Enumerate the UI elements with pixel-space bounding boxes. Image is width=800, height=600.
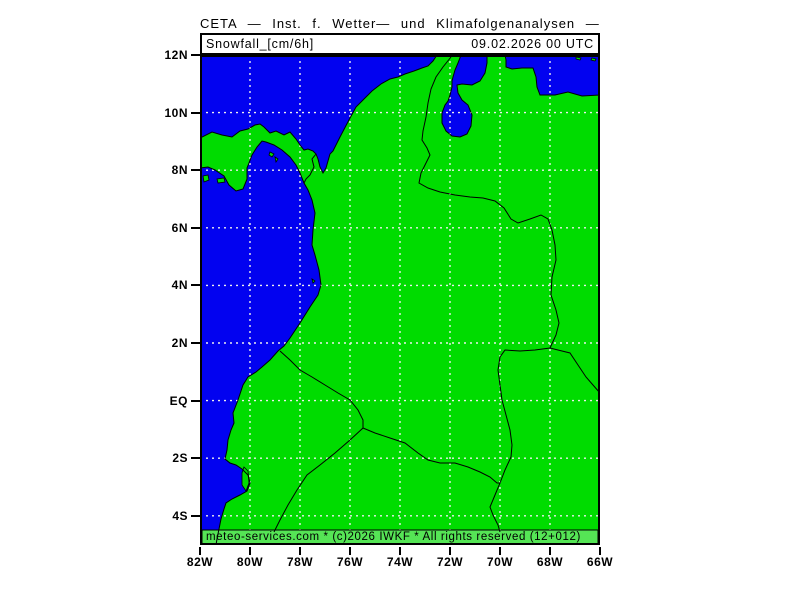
border-colombia-ecuador	[279, 350, 364, 428]
lon-tick	[449, 547, 451, 555]
weather-map	[199, 54, 601, 546]
lat-label: 8N	[171, 163, 188, 177]
lat-label: 6N	[171, 221, 188, 235]
lat-tick	[191, 457, 200, 459]
lon-label: 68W	[536, 555, 564, 569]
map-border	[200, 55, 600, 545]
lon-label: 78W	[286, 555, 314, 569]
islands	[202, 56, 597, 492]
lat-label: 10N	[164, 106, 188, 120]
lon-tick	[549, 547, 551, 555]
datetime-label: 09.02.2026 00 UTC	[471, 37, 594, 51]
lon-label: 80W	[236, 555, 264, 569]
lon-tick	[349, 547, 351, 555]
lat-label: 2S	[172, 451, 188, 465]
lon-label: 72W	[436, 555, 464, 569]
credit-line: meteo-services.com * (c)2026 IWKF * All …	[206, 531, 581, 543]
lat-label: 4N	[171, 278, 188, 292]
lat-label: EQ	[169, 394, 188, 408]
grid-layer	[200, 55, 600, 545]
lon-tick	[399, 547, 401, 555]
lat-tick	[191, 342, 200, 344]
lat-tick	[191, 515, 200, 517]
lon-label: 66W	[586, 555, 614, 569]
lat-label: 4S	[172, 509, 188, 523]
lon-tick	[199, 547, 201, 555]
lon-label: 82W	[186, 555, 214, 569]
lat-tick	[191, 112, 200, 114]
lat-tick	[191, 284, 200, 286]
lat-tick	[191, 54, 200, 56]
lon-tick	[299, 547, 301, 555]
border-colombia-peru	[362, 427, 500, 484]
lon-tick	[249, 547, 251, 555]
border-colombia-brazil	[489, 347, 551, 533]
lon-label: 76W	[336, 555, 364, 569]
lon-label: 74W	[386, 555, 414, 569]
lat-label: 2N	[171, 336, 188, 350]
variable-label: Snowfall_[cm/6h]	[206, 37, 314, 51]
country-borders	[273, 56, 601, 533]
border-ecuador-peru	[273, 427, 364, 533]
border-colombia-venezuela	[418, 56, 560, 349]
lon-tick	[599, 547, 601, 555]
page-title: CETA — Inst. f. Wetter— und Klimafolgena…	[200, 16, 600, 31]
lat-tick	[191, 169, 200, 171]
lat-label: 12N	[164, 48, 188, 62]
map-frame	[199, 54, 601, 546]
lat-tick	[191, 400, 200, 402]
lat-tick	[191, 227, 200, 229]
variable-box: Snowfall_[cm/6h] 09.02.2026 00 UTC	[200, 33, 600, 55]
border-venezuela-brazil	[549, 347, 601, 394]
border-panama-colombia	[303, 153, 317, 184]
lon-tick	[499, 547, 501, 555]
lon-label: 70W	[486, 555, 514, 569]
